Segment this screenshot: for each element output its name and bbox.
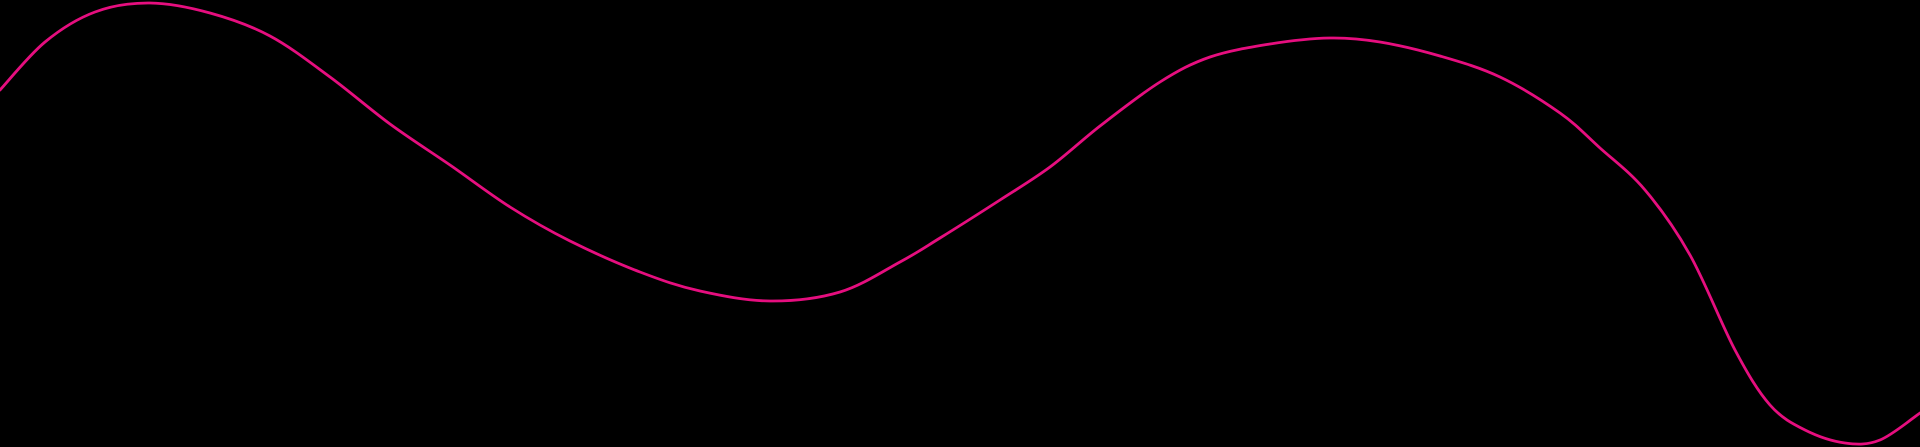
wave-line (0, 1, 1920, 446)
wave-curve-canvas (0, 1, 1920, 446)
wave-background (0, 0, 1920, 447)
